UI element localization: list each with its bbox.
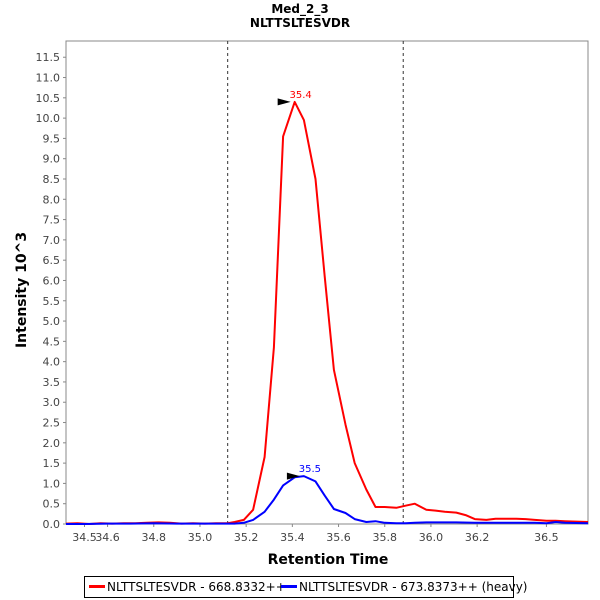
y-tick-label: 10.0 bbox=[36, 112, 61, 125]
y-tick-label: 2.0 bbox=[43, 437, 61, 450]
y-tick-label: 7.0 bbox=[43, 234, 61, 247]
peak-label-light: 35.4 bbox=[290, 90, 312, 101]
x-tick-label: 35.8 bbox=[372, 531, 397, 544]
y-tick-label: 9.0 bbox=[43, 153, 61, 166]
x-tick-label: 34.5 bbox=[72, 531, 97, 544]
y-tick-label: 11.5 bbox=[36, 51, 61, 64]
series-lines bbox=[65, 100, 589, 525]
peak-arrow-light bbox=[277, 98, 291, 106]
peak-arrow-heavy bbox=[286, 472, 300, 480]
x-tick-label: 34.8 bbox=[142, 531, 167, 544]
y-tick-label: 0.5 bbox=[43, 498, 61, 511]
y-tick-label: 2.5 bbox=[43, 417, 61, 430]
y-tick-label: 1.5 bbox=[43, 457, 61, 470]
y-tick-label: 4.0 bbox=[43, 356, 61, 369]
series-line-light bbox=[65, 100, 589, 525]
y-tick-label: 3.5 bbox=[43, 376, 61, 389]
peak-label-heavy: 35.5 bbox=[299, 464, 321, 475]
y-tick-label: 6.0 bbox=[43, 274, 61, 287]
y-tick-label: 8.5 bbox=[43, 173, 61, 186]
y-tick-label: 10.5 bbox=[36, 92, 61, 105]
x-axis-label: Retention Time bbox=[268, 552, 389, 568]
integration-boundaries bbox=[227, 41, 404, 524]
y-tick-label: 5.0 bbox=[43, 315, 61, 328]
legend: NLTTSLTESVDR - 668.8332++ NLTTSLTESVDR -… bbox=[84, 576, 527, 598]
x-tick-label: 35.2 bbox=[234, 531, 259, 544]
y-tick-label: 6.5 bbox=[43, 254, 61, 267]
y-tick-label: 1.0 bbox=[43, 477, 61, 490]
chart-subtitle: NLTTSLTESVDR bbox=[249, 16, 351, 30]
x-tick-label: 34.6 bbox=[95, 531, 120, 544]
axes: 0.0 0.5 1.0 1.5 2.0 2.5 3.0 3.5 4.0 4.5 5.0 5.5 6.0 6… bbox=[36, 40, 589, 544]
legend-swatch-light bbox=[89, 585, 105, 588]
y-tick-label: 7.5 bbox=[43, 214, 61, 227]
y-axis-label: Intensity 10^3 bbox=[14, 232, 30, 348]
y-tick-label: 0.0 bbox=[43, 518, 61, 531]
y-tick-label: 9.5 bbox=[43, 132, 61, 145]
legend-swatch-heavy bbox=[281, 585, 297, 588]
plot-frame bbox=[65, 40, 589, 525]
x-tick-label: 35.0 bbox=[188, 531, 213, 544]
x-tick-label: 35.4 bbox=[280, 531, 305, 544]
y-tick-label: 5.5 bbox=[43, 295, 61, 308]
y-tick-label: 11.0 bbox=[36, 72, 61, 85]
x-tick-label: 36.0 bbox=[419, 531, 444, 544]
peak-annotations: 35.4 35.5 bbox=[277, 90, 321, 480]
x-tick-label: 35.6 bbox=[326, 531, 351, 544]
legend-label-heavy: NLTTSLTESVDR - 673.8373++ (heavy) bbox=[299, 580, 528, 594]
x-tick-label: 36.2 bbox=[465, 531, 490, 544]
y-tick-label: 3.0 bbox=[43, 396, 61, 409]
x-tick-label: 36.5 bbox=[534, 531, 559, 544]
chart-title: Med_2_3 bbox=[271, 2, 329, 16]
legend-label-light: NLTTSLTESVDR - 668.8332++ bbox=[107, 580, 286, 594]
legend-item-light: NLTTSLTESVDR - 668.8332++ bbox=[89, 580, 286, 594]
y-tick-label: 8.0 bbox=[43, 193, 61, 206]
y-tick-label: 4.5 bbox=[43, 335, 61, 348]
legend-item-heavy: NLTTSLTESVDR - 673.8373++ (heavy) bbox=[281, 580, 527, 594]
series-line-heavy bbox=[66, 475, 589, 525]
